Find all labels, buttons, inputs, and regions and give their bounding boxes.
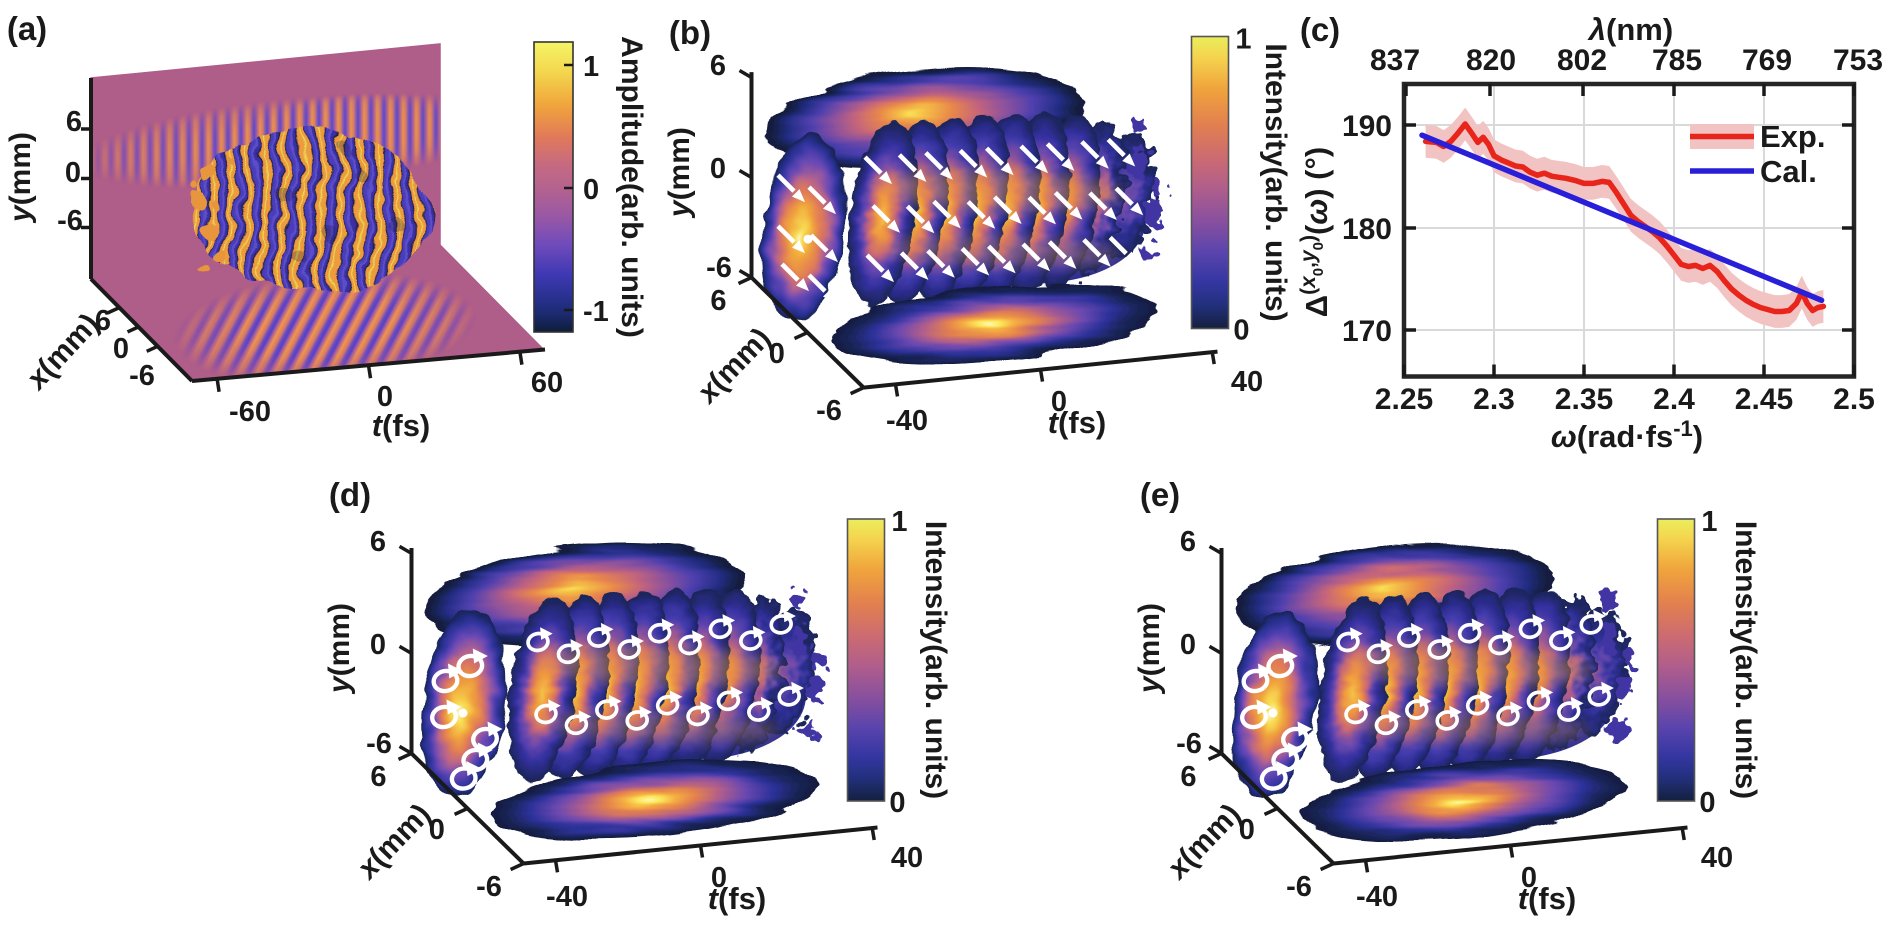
svg-text:190: 190 (1342, 110, 1392, 143)
svg-text:t(fs): t(fs) (1518, 881, 1577, 916)
svg-text:0: 0 (377, 381, 393, 413)
svg-text:1: 1 (891, 506, 907, 538)
svg-text:Δ(x0,y0)(ω) (°): Δ(x0,y0)(ω) (°) (1297, 147, 1334, 317)
svg-text:Intensity(arb. units): Intensity(arb. units) (919, 521, 952, 799)
svg-text:6: 6 (1180, 526, 1196, 558)
svg-text:6: 6 (710, 285, 726, 317)
svg-text:0: 0 (710, 153, 726, 185)
svg-text:40: 40 (1231, 366, 1263, 398)
svg-text:-1: -1 (583, 296, 609, 328)
svg-text:0: 0 (1233, 315, 1249, 347)
svg-text:0: 0 (113, 333, 129, 365)
svg-text:y(mm): y(mm) (4, 132, 37, 224)
svg-text:837: 837 (1370, 44, 1420, 77)
svg-text:t(fs): t(fs) (1048, 405, 1107, 440)
svg-text:753: 753 (1833, 44, 1883, 77)
svg-text:2.25: 2.25 (1375, 383, 1433, 416)
svg-text:1: 1 (1235, 24, 1251, 56)
svg-text:0: 0 (370, 629, 386, 661)
svg-text:802: 802 (1557, 44, 1607, 77)
svg-text:-40: -40 (546, 881, 588, 913)
svg-text:2.4: 2.4 (1653, 383, 1695, 416)
svg-text:-6: -6 (57, 205, 83, 237)
svg-text:y(mm): y(mm) (323, 603, 356, 695)
svg-text:2.3: 2.3 (1473, 383, 1515, 416)
svg-text:Exp.: Exp. (1760, 119, 1825, 154)
svg-text:-6: -6 (129, 360, 155, 392)
svg-text:(b): (b) (669, 14, 711, 51)
svg-text:180: 180 (1342, 213, 1392, 246)
svg-text:t(fs): t(fs) (708, 881, 767, 916)
svg-text:-6: -6 (1176, 728, 1202, 760)
svg-text:0: 0 (1180, 629, 1196, 661)
svg-text:Amplitude(arb. units): Amplitude(arb. units) (615, 36, 648, 338)
svg-text:(c): (c) (1300, 11, 1340, 48)
svg-text:-40: -40 (886, 405, 928, 437)
svg-text:0: 0 (889, 787, 905, 819)
svg-text:(d): (d) (329, 476, 371, 513)
svg-text:2.35: 2.35 (1555, 383, 1613, 416)
svg-text:1: 1 (583, 51, 599, 83)
svg-text:6: 6 (370, 761, 386, 793)
svg-text:1: 1 (1701, 506, 1717, 538)
svg-text:(e): (e) (1140, 476, 1180, 513)
svg-text:0: 0 (1051, 386, 1067, 418)
svg-text:2.5: 2.5 (1833, 383, 1875, 416)
svg-text:ω(rad·fs-1): ω(rad·fs-1) (1551, 416, 1703, 454)
svg-text:0: 0 (1521, 862, 1537, 894)
svg-text:0: 0 (769, 338, 785, 370)
svg-text:6: 6 (95, 305, 111, 337)
svg-text:(a): (a) (7, 10, 47, 47)
svg-text:-40: -40 (1356, 881, 1398, 913)
svg-text:60: 60 (531, 367, 563, 399)
svg-text:2.45: 2.45 (1735, 383, 1793, 416)
svg-text:820: 820 (1466, 44, 1516, 77)
svg-text:0: 0 (429, 814, 445, 846)
svg-text:Intensity(arb. units): Intensity(arb. units) (1729, 521, 1762, 799)
svg-text:-6: -6 (816, 395, 842, 427)
svg-text:0: 0 (1699, 787, 1715, 819)
svg-text:-6: -6 (1286, 871, 1312, 903)
svg-text:0: 0 (1239, 814, 1255, 846)
svg-text:-6: -6 (706, 252, 732, 284)
svg-text:6: 6 (66, 106, 82, 138)
svg-text:40: 40 (891, 842, 923, 874)
svg-text:Cal.: Cal. (1760, 154, 1817, 189)
svg-text:170: 170 (1342, 315, 1392, 348)
svg-text:y(mm): y(mm) (663, 127, 696, 219)
svg-text:769: 769 (1742, 44, 1792, 77)
svg-text:0: 0 (65, 157, 81, 189)
svg-text:λ(nm): λ(nm) (1587, 12, 1673, 47)
svg-text:-6: -6 (476, 871, 502, 903)
svg-text:0: 0 (583, 174, 599, 206)
svg-text:-6: -6 (366, 728, 392, 760)
svg-text:Intensity(arb. units): Intensity(arb. units) (1259, 43, 1292, 321)
svg-text:0: 0 (711, 862, 727, 894)
svg-text:y(mm): y(mm) (1133, 603, 1166, 695)
svg-text:785: 785 (1652, 44, 1702, 77)
svg-text:6: 6 (1180, 761, 1196, 793)
svg-text:6: 6 (370, 526, 386, 558)
svg-text:t(fs): t(fs) (372, 408, 431, 443)
svg-text:-60: -60 (229, 396, 271, 428)
svg-text:40: 40 (1701, 842, 1733, 874)
svg-text:6: 6 (710, 50, 726, 82)
